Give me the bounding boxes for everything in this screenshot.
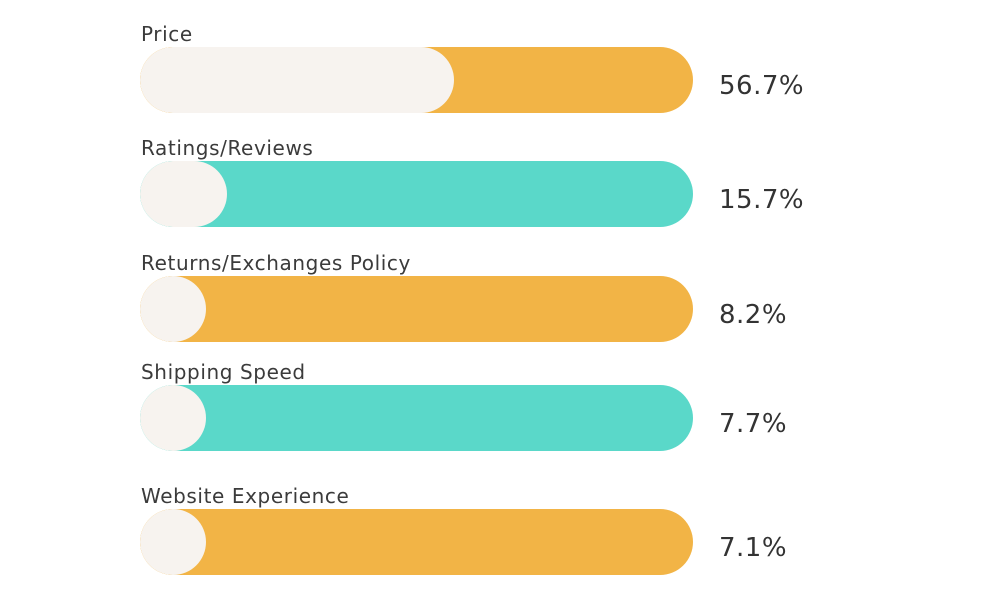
value-label: 7.1% — [719, 533, 788, 563]
bar-track — [140, 47, 693, 113]
bar-value-fill — [140, 385, 206, 451]
bar-value-fill — [140, 276, 206, 342]
category-label: Website Experience — [141, 484, 350, 508]
value-label: 56.7% — [719, 71, 805, 101]
value-label: 7.7% — [719, 409, 788, 439]
value-label: 15.7% — [719, 185, 805, 215]
bar-value-fill — [140, 509, 206, 575]
bar-value-fill — [140, 161, 227, 227]
bar-track — [140, 385, 693, 451]
bar-value-fill — [140, 47, 454, 113]
value-label: 8.2% — [719, 300, 788, 330]
bar-track — [140, 161, 693, 227]
category-label: Shipping Speed — [141, 360, 306, 384]
category-label: Price — [141, 22, 193, 46]
bar-track — [140, 276, 693, 342]
category-label: Ratings/Reviews — [141, 136, 314, 160]
bar-track — [140, 509, 693, 575]
category-label: Returns/Exchanges Policy — [141, 251, 411, 275]
